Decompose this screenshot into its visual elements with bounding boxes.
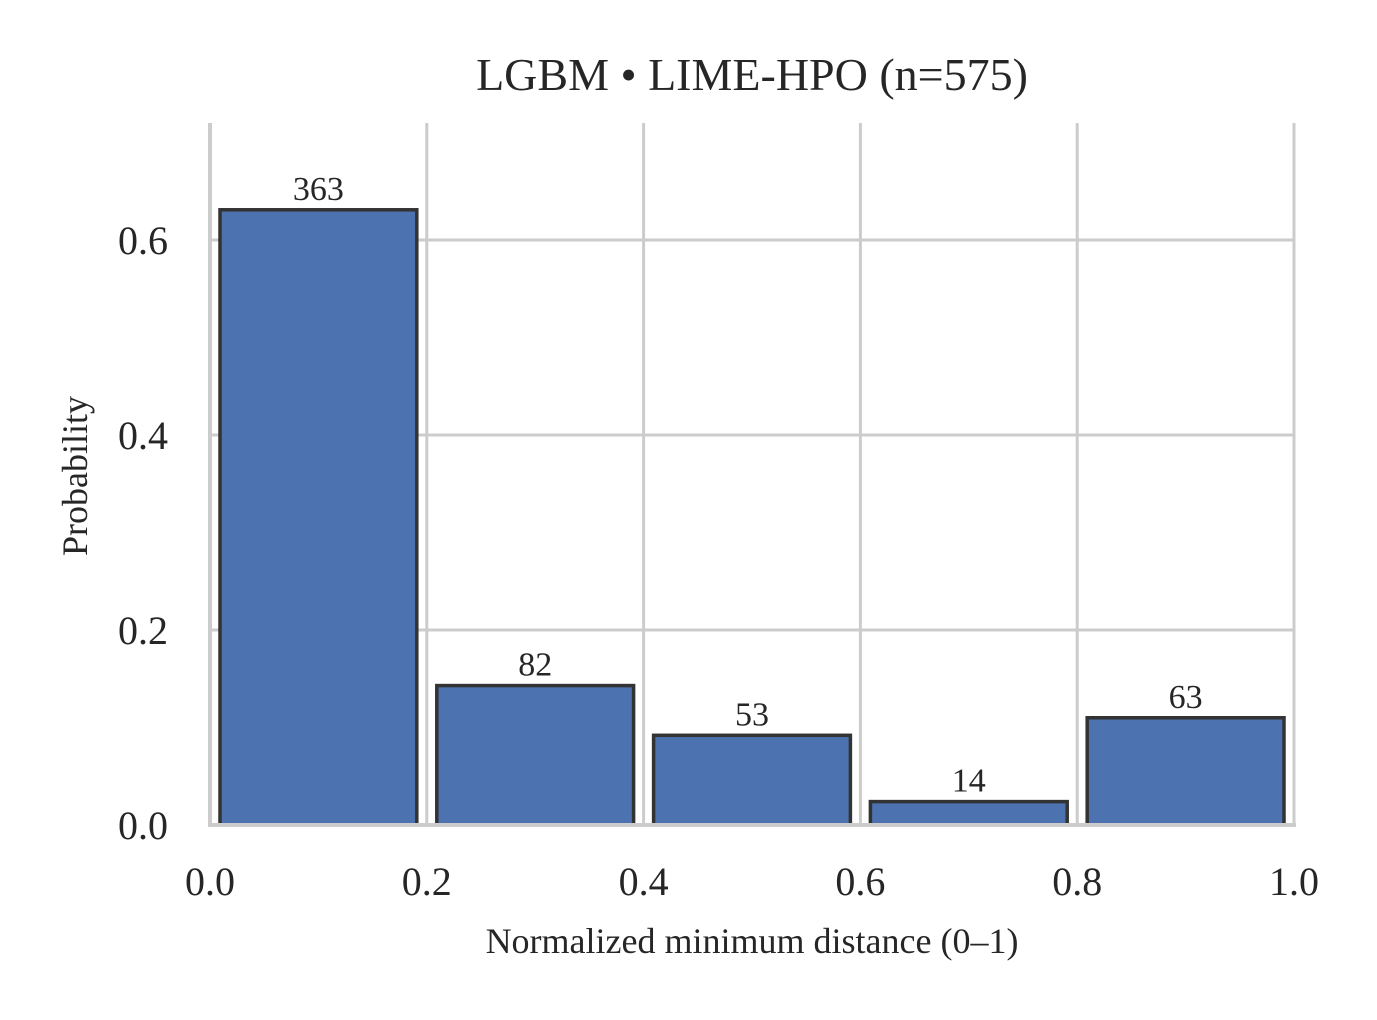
axis-spines — [208, 123, 1296, 827]
x-tick-label: 0.2 — [402, 859, 452, 904]
chart-title: LGBM • LIME-HPO (n=575) — [476, 49, 1028, 100]
histogram-bar — [651, 733, 853, 827]
labels: 0.0 0.2 0.4 0.6 0.8 1.0 0.0 0.2 0.4 0.6 363 82 53 14 6… — [118, 171, 1319, 904]
bar-count-label: 82 — [518, 647, 552, 684]
bar-count-label: 363 — [293, 171, 344, 208]
bar-count-label: 63 — [1169, 679, 1203, 716]
x-tick-label: 0.4 — [619, 859, 669, 904]
bar-count-label: 53 — [735, 696, 769, 733]
y-tick-label: 0.6 — [118, 218, 168, 263]
bar-count-label: 14 — [952, 763, 986, 800]
histogram-bar — [435, 683, 636, 827]
x-axis-label: Normalized minimum distance (0–1) — [486, 921, 1019, 961]
histogram-bar — [868, 799, 1069, 827]
histogram-bar — [1085, 716, 1286, 827]
x-tick-label: 0.6 — [835, 859, 885, 904]
y-axis-label: Probability — [55, 396, 95, 556]
y-tick-label: 0.4 — [118, 413, 168, 458]
y-tick-label: 0.0 — [118, 803, 168, 848]
histogram-bar — [218, 208, 419, 827]
y-tick-label: 0.2 — [118, 608, 168, 653]
x-tick-label: 1.0 — [1269, 859, 1319, 904]
x-tick-label: 0.8 — [1052, 859, 1102, 904]
x-tick-label: 0.0 — [185, 859, 235, 904]
